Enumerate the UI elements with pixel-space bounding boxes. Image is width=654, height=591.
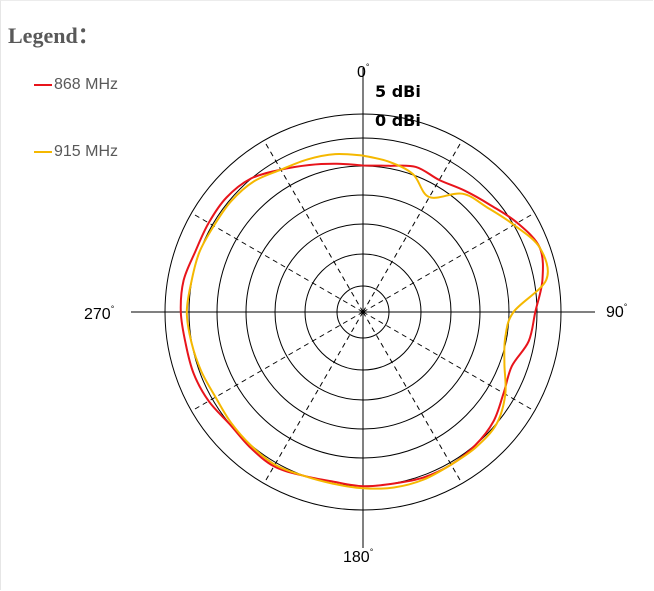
ring-label-0dbi: 0 dBi — [375, 111, 421, 130]
legend-label-915: 915 MHz — [54, 143, 119, 160]
angle-label-0: 0° — [357, 62, 370, 81]
angle-label-180: 180° — [343, 547, 374, 566]
grid-spoke-210 — [263, 311, 364, 484]
series-group — [179, 152, 549, 490]
series-line-868mhz — [179, 162, 544, 488]
legend-swatch-915 — [34, 151, 52, 153]
polar-grid — [131, 68, 595, 548]
legend-title: Legend： — [8, 23, 100, 48]
angle-label-270: 270° — [84, 304, 115, 323]
legend-label-868: 868 MHz — [54, 76, 119, 93]
grid-spoke-60 — [362, 212, 535, 313]
grid-spoke-300 — [191, 212, 364, 313]
legend-swatch-868 — [34, 84, 52, 86]
grid-spoke-150 — [362, 311, 463, 484]
polar-labels: 0° 90° 180° 270° 5 dBi 0 dBi — [84, 62, 628, 566]
ring-label-5dbi: 5 dBi — [375, 82, 421, 101]
grid-spoke-240 — [191, 311, 364, 412]
legend-item-868: 868 MHz — [34, 76, 118, 94]
angle-label-90: 90° — [606, 302, 628, 321]
grid-spoke-30 — [362, 140, 463, 313]
legend-item-915: 915 MHz — [34, 143, 118, 161]
series-line-915mhz — [185, 152, 549, 490]
